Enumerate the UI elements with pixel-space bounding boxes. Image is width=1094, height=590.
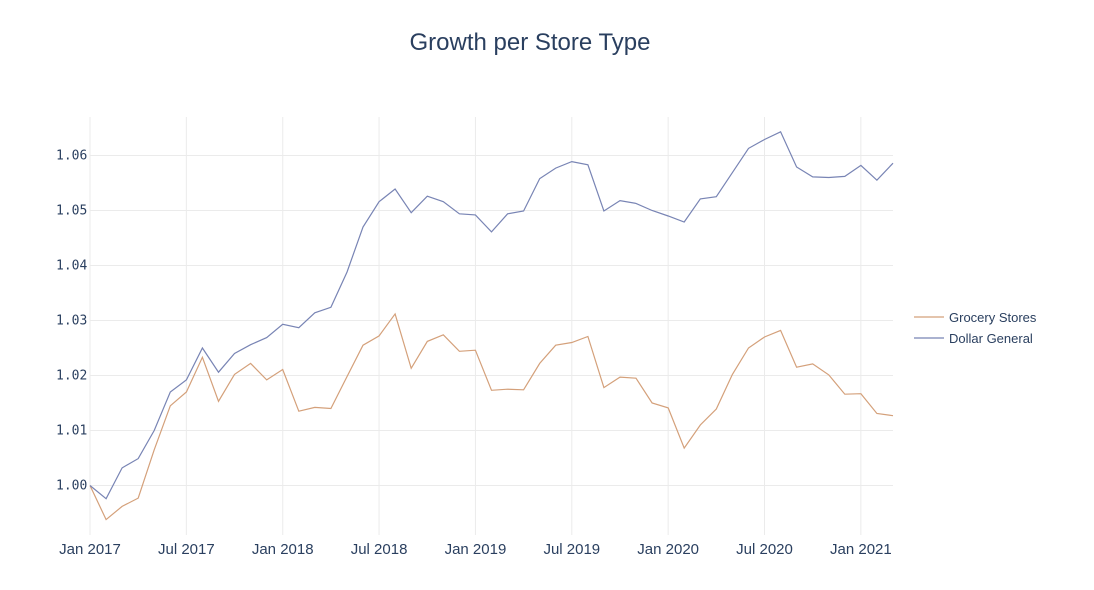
series-line-dollar-general — [89, 130, 894, 500]
x-tick-label: Jul 2017 — [158, 541, 215, 558]
series-lines — [89, 130, 894, 521]
y-tick-label: 1.04 — [56, 259, 87, 274]
legend-label: Dollar General — [949, 331, 1033, 346]
x-tick-label: Jan 2020 — [637, 541, 699, 558]
x-tick-label: Jan 2018 — [252, 541, 314, 558]
y-tick-label: 1.02 — [56, 369, 87, 384]
legend-label: Grocery Stores — [949, 310, 1037, 325]
chart-title: Growth per Store Type — [409, 29, 650, 56]
y-tick-label: 1.03 — [56, 314, 87, 329]
series-line-grocery-stores — [89, 312, 894, 521]
x-tick-label: Jan 2017 — [59, 541, 121, 558]
x-tick-label: Jul 2018 — [351, 541, 408, 558]
legend-item[interactable]: Grocery Stores — [914, 310, 1037, 325]
y-tick-label: 1.05 — [56, 204, 87, 219]
y-tick-label: 1.00 — [56, 479, 87, 494]
y-tick-label: 1.06 — [56, 149, 87, 164]
axis-labels: 1.00 1.01 1.02 1.03 1.04 1.05 1.06 Jan 2017 Jul … — [56, 149, 892, 559]
y-tick-label: 1.01 — [56, 424, 87, 439]
x-tick-label: Jan 2019 — [445, 541, 507, 558]
x-tick-label: Jul 2019 — [543, 541, 600, 558]
x-tick-label: Jan 2021 — [830, 541, 892, 558]
x-tick-label: Jul 2020 — [736, 541, 793, 558]
grid-lines — [89, 117, 893, 535]
legend-item[interactable]: Dollar General — [914, 331, 1033, 346]
legend[interactable]: Grocery Stores Dollar General — [914, 310, 1037, 346]
